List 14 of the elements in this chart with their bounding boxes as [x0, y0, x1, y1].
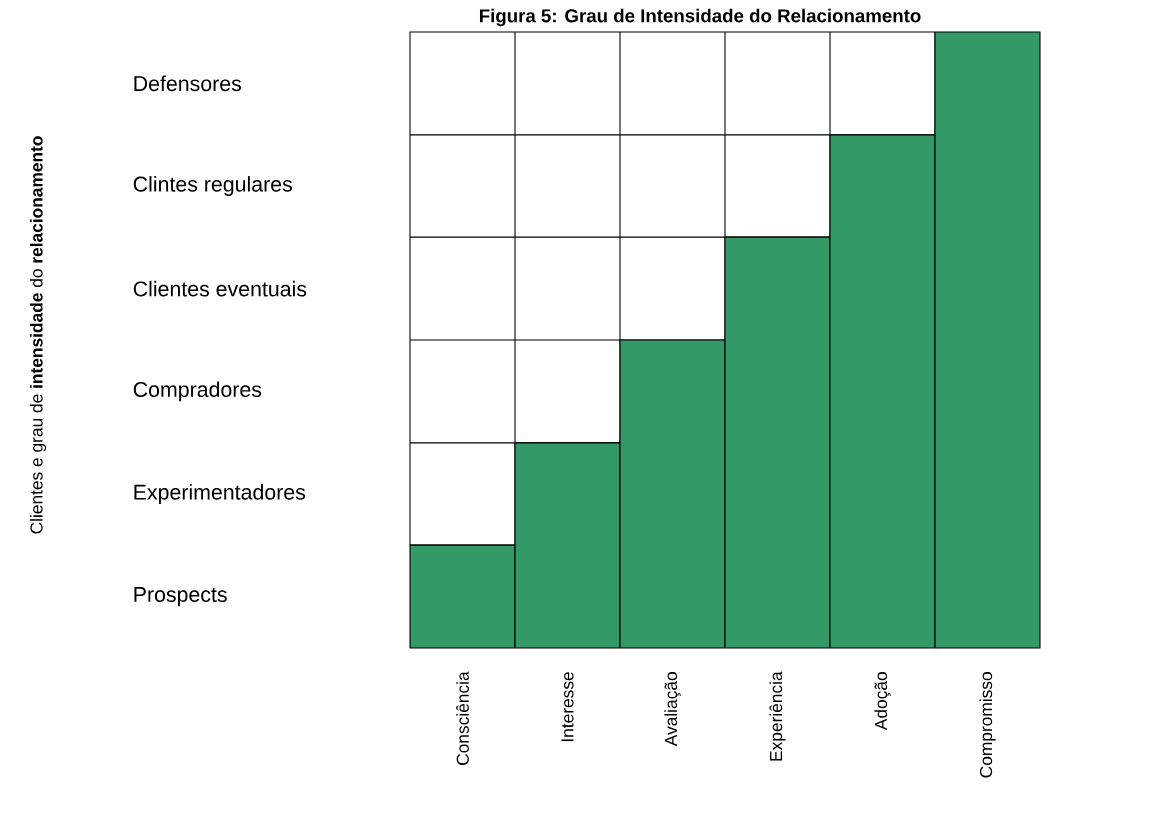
x-tick-label: Interesse [561, 672, 574, 742]
x-tick-label: Adoção [874, 672, 891, 731]
text: Clientes eventuais [133, 280, 307, 297]
text: Experimentadores [134, 484, 306, 504]
text: Clientes e grau de intensidade do relacionamento [29, 136, 47, 534]
x-tick-label: Avaliação [664, 672, 681, 747]
text: Compradores [133, 381, 262, 402]
chart-title: Figura 5: Grau de Intensidade do Relacionamento [479, 8, 921, 27]
x-tick-label: Consciência [456, 671, 469, 765]
text: Clintes regulares [133, 176, 292, 196]
x-tick-label: Compromisso [979, 672, 996, 778]
x-tick-label: Experiência [769, 671, 786, 761]
text: Defensores [134, 75, 242, 92]
text: Prospects [134, 587, 227, 607]
